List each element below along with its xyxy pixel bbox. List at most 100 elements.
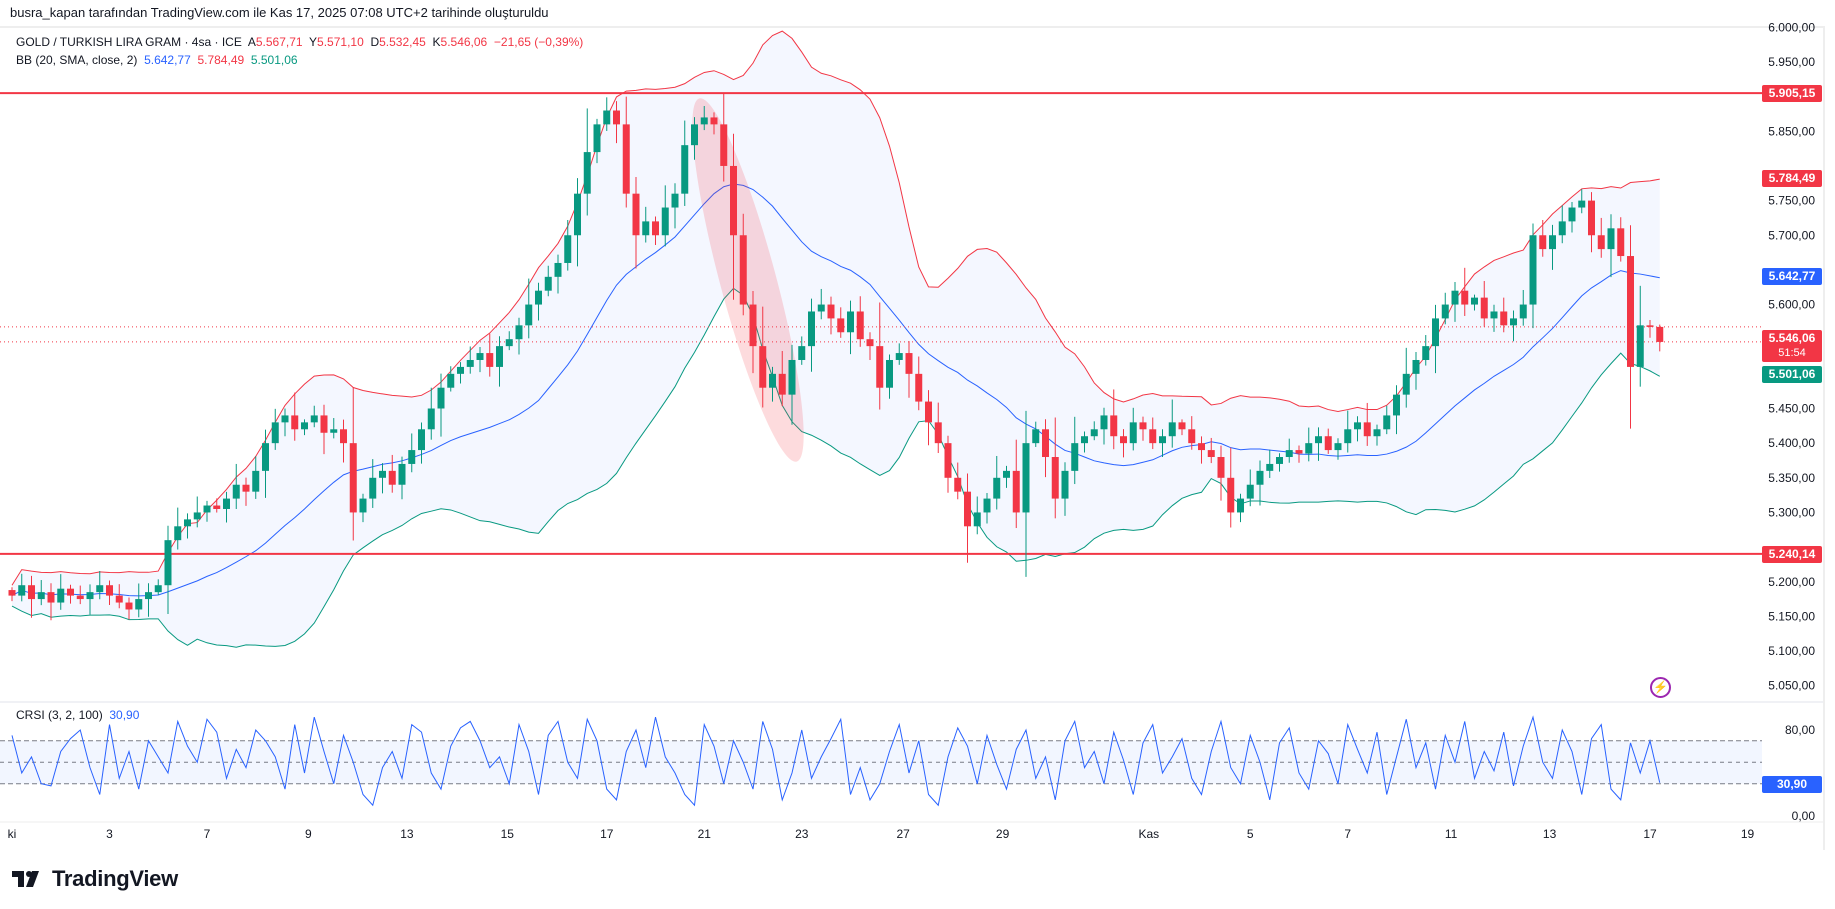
candle-body [154, 585, 162, 593]
candle-body [769, 373, 776, 388]
candle-body [603, 110, 611, 125]
candle-body [427, 408, 435, 430]
candle-body [1441, 304, 1449, 319]
candle-body [457, 366, 464, 374]
candle-body [496, 346, 503, 367]
candle-body [1032, 429, 1040, 444]
high-value: 5.571,10 [317, 35, 364, 49]
candle-body [340, 429, 347, 444]
candle-body [28, 585, 35, 600]
candle-body [1129, 422, 1137, 444]
bb-legend[interactable]: BB (20, SMA, close, 2) 5.642,77 5.784,49… [16, 51, 583, 69]
tradingview-logo-icon [12, 871, 39, 887]
price-axis-tick: 5.300,00 [1768, 505, 1815, 519]
open-label: A [247, 35, 256, 49]
candle-body [1480, 297, 1488, 319]
candle-body [1198, 443, 1205, 451]
candle-body [1227, 477, 1235, 513]
candle-body [203, 505, 211, 513]
candle-body [1471, 297, 1478, 305]
candle-body [856, 311, 864, 340]
candle-body [515, 325, 523, 340]
candle-body [232, 484, 240, 499]
candle-body [1081, 436, 1088, 444]
candle-body [37, 592, 45, 600]
time-axis-tick: 23 [795, 827, 809, 841]
bb-title: BB (20, SMA, close, 2) [16, 53, 138, 67]
candle-body [788, 359, 796, 395]
candle-body [281, 415, 289, 423]
candle-body [301, 422, 308, 430]
crsi-axis-tick: 80,00 [1785, 723, 1815, 737]
candle-body [271, 422, 279, 444]
tradingview-logo[interactable]: TradingView [12, 866, 178, 892]
candle-body [1266, 463, 1274, 471]
candle-body [310, 415, 318, 423]
candle-body [184, 519, 191, 527]
low-value: 5.532,45 [379, 35, 426, 49]
candle-body [1607, 228, 1615, 250]
candle-body [86, 592, 94, 600]
candle-body [837, 318, 845, 333]
candle-body [749, 304, 757, 347]
candle-body [1188, 429, 1196, 444]
candle-body [1246, 484, 1254, 499]
candle-body [944, 443, 952, 478]
candle-body [759, 346, 767, 388]
candle-body [76, 595, 84, 600]
candle-body [1344, 429, 1352, 444]
candle-body [973, 512, 981, 527]
last-price-label: 5.546,06 51:54 [1762, 330, 1822, 362]
candle-body [1120, 436, 1127, 444]
candle-body [1305, 443, 1313, 454]
candle-body [954, 477, 962, 492]
candle-body [1383, 415, 1391, 430]
time-axis-tick: 17 [600, 827, 614, 841]
candle-body [700, 117, 708, 125]
candle-body [115, 595, 123, 603]
candle-body [67, 588, 74, 596]
price-chart[interactable]: 6.000,00 5.950,00 5.850,00 5.750,00 5.700,00… [0, 0, 1835, 860]
candle-body [778, 373, 786, 395]
candle-body [1558, 221, 1566, 236]
candle-body [808, 311, 815, 347]
candle-body [798, 346, 806, 360]
alert-icon[interactable]: ⚡ [1650, 677, 1671, 698]
candle-body [671, 193, 679, 208]
candle-body [739, 235, 747, 305]
time-axis-tick: 7 [204, 827, 211, 841]
price-axis-tick: 5.600,00 [1768, 298, 1815, 312]
last-price: 5.546,06 [1768, 331, 1816, 345]
candle-body [886, 359, 893, 388]
price-axis-tick: 5.750,00 [1768, 194, 1815, 208]
candle-body [242, 484, 250, 492]
candle-body [622, 124, 630, 194]
bar-countdown: 51:54 [1778, 347, 1806, 359]
bb-upper-price-label: 5.784,49 [1762, 170, 1822, 187]
close-label: K [432, 35, 441, 49]
crsi-legend[interactable]: CRSI (3, 2, 100) 30,90 [16, 708, 139, 722]
price-axis-tick: 5.950,00 [1768, 55, 1815, 69]
logo-text: TradingView [52, 866, 178, 891]
symbol-title: GOLD / TURKISH LIRA GRAM · 4sa · ICE [16, 35, 242, 49]
candle-body [466, 359, 474, 367]
candle-body [1217, 457, 1225, 478]
symbol-legend[interactable]: GOLD / TURKISH LIRA GRAM · 4sa · ICE A 5.… [16, 33, 583, 51]
candle-body [1373, 429, 1381, 437]
candle-body [895, 353, 903, 360]
candle-body [866, 339, 874, 347]
high-label: Y [309, 35, 318, 49]
candle-body [544, 276, 552, 291]
crsi-line [11, 715, 1661, 807]
candle-body [1315, 436, 1322, 444]
low-label: D [370, 35, 380, 49]
candle-body [1139, 422, 1147, 430]
candle-body [1578, 200, 1586, 208]
candle-body [1529, 235, 1537, 305]
candle-body [564, 235, 572, 263]
support-price-label: 5.240,14 [1762, 546, 1822, 563]
candle-body [925, 401, 932, 423]
candle-body [1159, 436, 1166, 444]
candle-body [447, 373, 455, 388]
candle-body [535, 290, 542, 305]
